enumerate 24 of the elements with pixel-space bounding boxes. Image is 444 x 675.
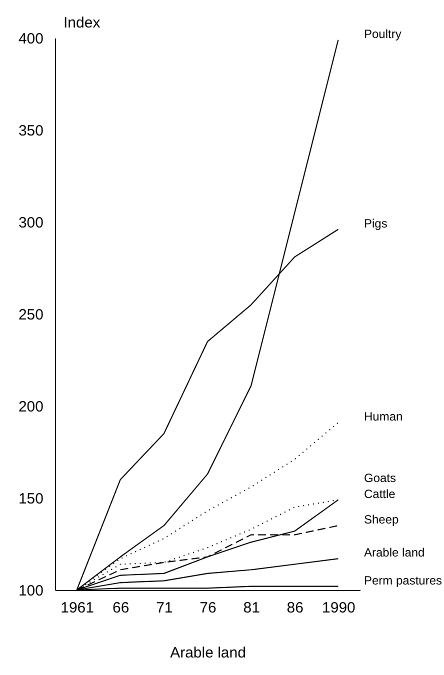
y-tick-label: 400 xyxy=(18,30,44,48)
x-tick-label: 76 xyxy=(200,600,216,616)
y-tick-label: 250 xyxy=(18,306,44,324)
text: Arable land xyxy=(364,546,425,560)
y-axis-title: Index xyxy=(64,14,101,32)
text: Pigs xyxy=(364,216,388,230)
x-tick-label: 86 xyxy=(286,600,304,616)
text: Cattle xyxy=(364,486,396,501)
y-tick-label: 100 xyxy=(18,582,44,600)
text: Perm pastures xyxy=(364,573,442,588)
y-tick-label: 200 xyxy=(18,398,44,416)
y-tick-label: 350 xyxy=(18,122,44,140)
y-tick-label: 150 xyxy=(18,490,44,508)
x-axis-title: Arable land xyxy=(170,644,246,662)
text: Goats xyxy=(364,470,396,485)
text: Sheep xyxy=(364,512,400,527)
x-tick-label: 1990 xyxy=(322,600,356,616)
text: Human xyxy=(364,410,403,424)
x-tick-label: 1961 xyxy=(60,600,94,616)
y-tick-label: 300 xyxy=(18,214,44,232)
text: Poultry xyxy=(364,26,402,41)
x-tick-label: 81 xyxy=(243,600,260,616)
x-tick-label: 71 xyxy=(156,600,173,616)
x-tick-label: 66 xyxy=(112,600,130,616)
